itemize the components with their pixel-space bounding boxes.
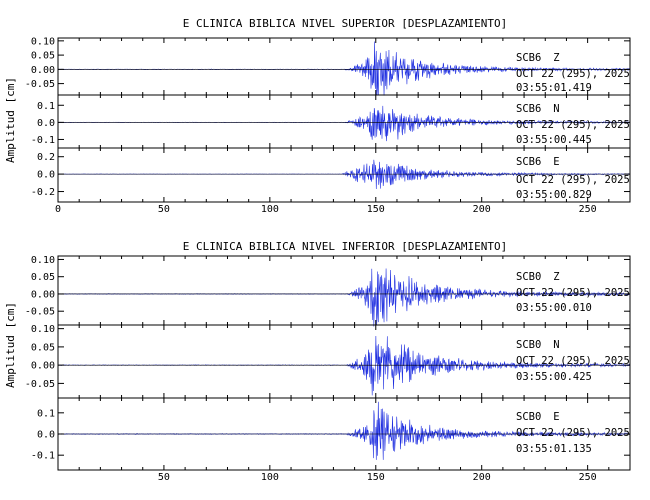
y-tick-label: 0.05: [31, 51, 55, 62]
x-tick-label: 100: [261, 204, 279, 215]
y-tick-label: -0.05: [25, 79, 55, 90]
time-label-scb0-n: 03:55:00.425: [516, 371, 592, 383]
y-tick-label: 0.00: [31, 361, 55, 372]
time-label-scb6-e: 03:55:00.829: [516, 189, 592, 201]
x-tick-label: 50: [158, 472, 170, 483]
panel-scb6-z: SCB6 Z OCT 22 (295), 2025 03:55:01.419: [57, 41, 631, 96]
time-label-scb0-z: 03:55:00.010: [516, 302, 592, 314]
panel-scb0-e: SCB0 E OCT 22 (295), 2025 03:55:01.135: [57, 401, 631, 460]
y-tick-label: -0.1: [31, 135, 55, 146]
time-label-scb6-z: 03:55:01.419: [516, 82, 592, 94]
time-label-scb0-e: 03:55:01.135: [516, 443, 592, 455]
y-tick-label: 0.00: [31, 289, 55, 300]
date-label-scb6-n: OCT 22 (295), 2025: [516, 119, 630, 131]
panel-scb6-e: SCB6 E OCT 22 (295), 2025 03:55:00.829: [57, 156, 631, 201]
panel-scb0-n: SCB0 N OCT 22 (295), 2025 03:55:00.425: [58, 335, 631, 396]
chart-group-inferior: E CLINICA BIBLICA NIVEL INFERIOR [DESPLA…: [4, 240, 631, 460]
y-tick-label: 0.05: [31, 342, 55, 353]
x-tick-label: 250: [579, 204, 597, 215]
x-tick-label: 150: [367, 204, 385, 215]
station-label-scb0-e: SCB0 E: [516, 411, 560, 423]
y-tick-label: 0.10: [31, 255, 55, 266]
station-label-scb0-z: SCB0 Z: [516, 271, 560, 283]
date-label-scb0-z: OCT 22 (295), 2025: [516, 287, 630, 299]
panel-scb6-n: SCB6 N OCT 22 (295), 2025 03:55:00.445: [57, 103, 631, 146]
x-tick-label: 250: [579, 472, 597, 483]
y-tick-label: 0.2: [37, 152, 55, 163]
x-tick-label: 0: [55, 204, 61, 215]
y-tick-label: -0.1: [31, 451, 55, 462]
x-tick-label: 100: [261, 472, 279, 483]
x-tick-label: 200: [473, 472, 491, 483]
date-label-scb0-n: OCT 22 (295), 2025: [516, 355, 630, 367]
station-label-scb6-n: SCB6 N: [516, 103, 560, 115]
y-axis-label-superior: Amplitud [cm]: [4, 77, 17, 163]
y-tick-label: -0.05: [25, 307, 55, 318]
y-tick-label: 0.05: [31, 272, 55, 283]
y-tick-label: 0.1: [37, 408, 55, 419]
time-label-scb6-n: 03:55:00.445: [516, 134, 592, 146]
x-tick-label: 200: [473, 204, 491, 215]
station-label-scb6-e: SCB6 E: [516, 156, 560, 168]
y-tick-label: -0.05: [25, 379, 55, 390]
y-tick-label: 0.00: [31, 65, 55, 76]
date-label-scb0-e: OCT 22 (295), 2025: [516, 427, 630, 439]
y-tick-label: 0.10: [31, 36, 55, 47]
y-tick-label: 0.0: [37, 118, 55, 129]
axes-layer: 0.10 0.05 0.00 -0.05 0.1 0.0 -0.1 0.2 0.0 -0.20 50…: [25, 36, 631, 483]
station-label-scb6-z: SCB6 Z: [516, 52, 560, 64]
y-axis-label-inferior: Amplitud [cm]: [4, 302, 17, 388]
date-label-scb6-e: OCT 22 (295), 2025: [516, 174, 630, 186]
date-label-scb6-z: OCT 22 (295), 2025: [516, 68, 630, 80]
chart-title-inferior: E CLINICA BIBLICA NIVEL INFERIOR [DESPLA…: [183, 240, 508, 253]
y-tick-label: -0.2: [31, 187, 55, 198]
x-tick-label: 50: [158, 204, 170, 215]
y-tick-label: 0.0: [37, 430, 55, 441]
x-tick-label: 150: [367, 472, 385, 483]
y-tick-label: 0.1: [37, 101, 55, 112]
chart-group-superior: E CLINICA BIBLICA NIVEL SUPERIOR [DESPLA…: [4, 17, 631, 201]
y-tick-label: 0.10: [31, 324, 55, 335]
station-label-scb0-n: SCB0 N: [516, 339, 560, 351]
panel-scb0-z: SCB0 Z OCT 22 (295), 2025 03:55:00.010: [57, 268, 631, 327]
panel-frame-0-2: [57, 147, 631, 203]
y-tick-label: 0.0: [37, 170, 55, 181]
chart-title-superior: E CLINICA BIBLICA NIVEL SUPERIOR [DESPLA…: [183, 17, 508, 30]
